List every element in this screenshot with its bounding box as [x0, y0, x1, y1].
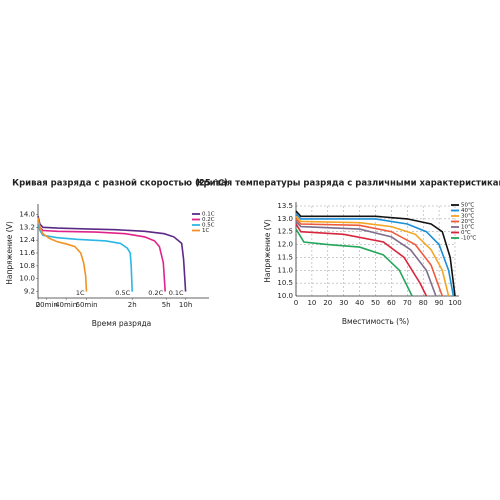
y-tick-label: 12.0	[277, 241, 293, 249]
series-line	[295, 213, 455, 297]
series-line	[295, 223, 428, 297]
y-tick-label: 13.2	[19, 223, 35, 231]
y-tick-label: 13.0	[277, 215, 293, 223]
legend-label: 50℃	[461, 202, 474, 209]
series-line	[37, 215, 187, 292]
x-tick-label: 0	[294, 299, 298, 307]
y-tick-label: 11.5	[277, 253, 293, 261]
y-tick-label: 10.0	[277, 292, 293, 300]
y-tick-label: 11.6	[19, 249, 35, 257]
series-line	[295, 210, 456, 297]
y-tick-label: 9.2	[24, 288, 35, 296]
x-tick-label: 5h	[162, 301, 171, 309]
x-tick-label: 90	[435, 299, 444, 307]
x-tick-label: 2h	[128, 301, 137, 309]
x-tick-label: 60	[387, 299, 396, 307]
x-tick-label: 20	[323, 299, 332, 307]
x-tick-label: 0	[36, 301, 40, 309]
x-tick-label: 20min	[36, 301, 58, 309]
legend-label: -10℃	[461, 235, 476, 242]
x-tick-label: 70	[403, 299, 412, 307]
annotation: 0.1C	[169, 289, 184, 297]
legend-label: 30℃	[461, 213, 474, 220]
y-tick-label: 10.0	[19, 275, 35, 283]
x-axis-label: Время разряда	[92, 319, 151, 328]
x-tick-label: 60min	[75, 301, 97, 309]
series-line	[37, 217, 88, 292]
chart-title: Кривая разряда с разной скоростью (25 ℃)	[12, 179, 228, 189]
x-tick-label: 10	[307, 299, 316, 307]
y-tick-label: 12.4	[19, 236, 35, 244]
legend-label: 10℃	[461, 224, 474, 231]
x-tick-label: 30	[339, 299, 348, 307]
chart-title: Кривая температуры разряда с различными …	[197, 179, 500, 189]
series-line	[37, 219, 166, 292]
series-line	[295, 228, 413, 297]
x-tick-label: 80	[419, 299, 428, 307]
x-axis-label: Вместимость (%)	[342, 317, 409, 326]
x-tick-label: 40min	[55, 301, 77, 309]
y-tick-label: 13.5	[277, 202, 293, 210]
series-line	[295, 215, 450, 297]
y-tick-label: 10.8	[19, 262, 35, 270]
series-line	[295, 218, 444, 297]
annotation: 1C	[76, 289, 85, 297]
legend-label: 0.5C	[202, 223, 215, 229]
annotation: 0.5C	[115, 289, 130, 297]
series-line	[295, 220, 437, 297]
y-tick-label: 12.5	[277, 228, 293, 236]
y-tick-label: 11.0	[277, 266, 293, 274]
y-tick-label: 14.0	[19, 210, 35, 218]
x-tick-label: 100	[448, 299, 461, 307]
y-axis-label: Напряжение (V)	[263, 219, 272, 283]
legend-label: 0℃	[461, 229, 471, 236]
x-tick-label: 40	[355, 299, 364, 307]
series-line	[37, 220, 133, 292]
x-tick-label: 50	[371, 299, 380, 307]
y-tick-label: 10.5	[277, 279, 293, 287]
legend-label: 1C	[202, 228, 209, 234]
legend-label: 0.2C	[202, 217, 215, 223]
y-axis-label: Напряжение (V)	[5, 221, 14, 285]
x-tick-label: 10h	[179, 301, 192, 309]
legend-label: 20℃	[461, 218, 474, 225]
legend-label: 0.1C	[202, 212, 215, 218]
legend-label: 40℃	[461, 207, 474, 214]
annotation: 0.2C	[148, 289, 163, 297]
